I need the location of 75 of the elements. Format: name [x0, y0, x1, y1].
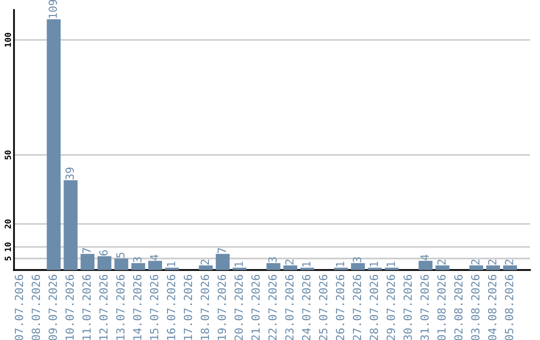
data-label: 1	[386, 262, 395, 266]
data-label: 3	[133, 257, 142, 262]
bar	[469, 265, 484, 270]
x-tick-label: 23.07.2026	[285, 274, 294, 340]
y-tick-label: 10	[4, 242, 11, 252]
data-label: 2	[200, 260, 209, 265]
bar	[486, 265, 500, 270]
bar	[503, 265, 517, 270]
data-label: 2	[285, 260, 294, 265]
x-tick-label: 13.07.2026	[116, 274, 125, 340]
x-tick-label: 28.07.2026	[370, 274, 378, 340]
x-tick-label: 10.07.2026	[65, 274, 74, 340]
bar	[266, 263, 280, 270]
data-label: 2	[471, 260, 480, 265]
bar	[148, 260, 162, 270]
bar	[418, 260, 432, 270]
x-tick-label: 21.07.2026	[251, 274, 260, 340]
data-label: 6	[99, 250, 108, 256]
y-tick-label: 100	[4, 32, 11, 47]
bar	[64, 180, 78, 270]
x-tick-label: 26.07.2026	[336, 274, 344, 340]
y-tick-label: 20	[4, 219, 11, 229]
x-tick-label: 16.07.2026	[166, 274, 176, 340]
x-tick-label: 25.07.2026	[318, 274, 328, 340]
x-tick-label: 04.08.2026	[488, 274, 496, 340]
bar	[131, 263, 146, 270]
y-tick-label: 50	[4, 150, 11, 160]
x-tick-label: 29.07.2026	[386, 274, 395, 340]
x-tick-label: 31.07.2026	[420, 274, 429, 340]
data-label: 109	[48, 0, 57, 18]
x-tick-label: 07.07.2026	[14, 274, 24, 340]
x-tick-label: 05.08.2026	[504, 274, 514, 340]
data-label: 2	[488, 260, 496, 265]
bar	[436, 265, 450, 270]
x-tick-label: 09.07.2026	[48, 274, 57, 340]
data-label: 3	[352, 257, 362, 262]
bar	[351, 263, 365, 270]
x-tick-label: 08.07.2026	[32, 274, 40, 340]
x-tick-label: 20.07.2026	[234, 274, 243, 340]
bar	[198, 265, 213, 270]
y-tick-label: 5	[4, 256, 11, 260]
data-label: 5	[116, 252, 125, 258]
x-tick-label: 15.07.2026	[150, 274, 158, 340]
x-tick-label: 17.07.2026	[184, 274, 192, 340]
data-label: 39	[65, 168, 74, 180]
x-tick-label: 11.07.2026	[82, 274, 91, 340]
data-label: 1	[302, 262, 310, 266]
data-label: 4	[150, 254, 158, 260]
data-label: 1	[234, 262, 243, 266]
x-tick-label: 12.07.2026	[99, 274, 108, 340]
x-tick-label: 22.07.2026	[268, 274, 277, 340]
x-tick-label: 24.07.2026	[302, 274, 310, 340]
x-tick-label: 01.08.2026	[437, 274, 446, 340]
bar	[97, 256, 112, 270]
data-label: 1	[336, 262, 344, 266]
x-tick-label: 30.07.2026	[403, 274, 412, 340]
x-tick-label: 19.07.2026	[218, 274, 226, 340]
x-tick-label: 03.08.2026	[471, 274, 480, 340]
x-tick-label: 02.08.2026	[454, 274, 463, 340]
data-label: 2	[504, 260, 514, 265]
x-tick-label: 18.07.2026	[200, 274, 210, 340]
x-tick-label: 14.07.2026	[133, 274, 142, 340]
bar	[114, 258, 128, 270]
bar	[46, 19, 61, 270]
data-label: 3	[268, 257, 277, 262]
data-label: 1	[167, 262, 176, 266]
data-label: 7	[218, 248, 226, 254]
data-label: 4	[420, 254, 429, 260]
data-label: 7	[82, 248, 91, 254]
bar	[80, 254, 94, 270]
x-tick-label: 27.07.2026	[352, 274, 362, 340]
bar	[283, 265, 298, 270]
data-label: 2	[437, 260, 446, 265]
bar	[216, 254, 230, 270]
data-label: 1	[370, 262, 378, 266]
